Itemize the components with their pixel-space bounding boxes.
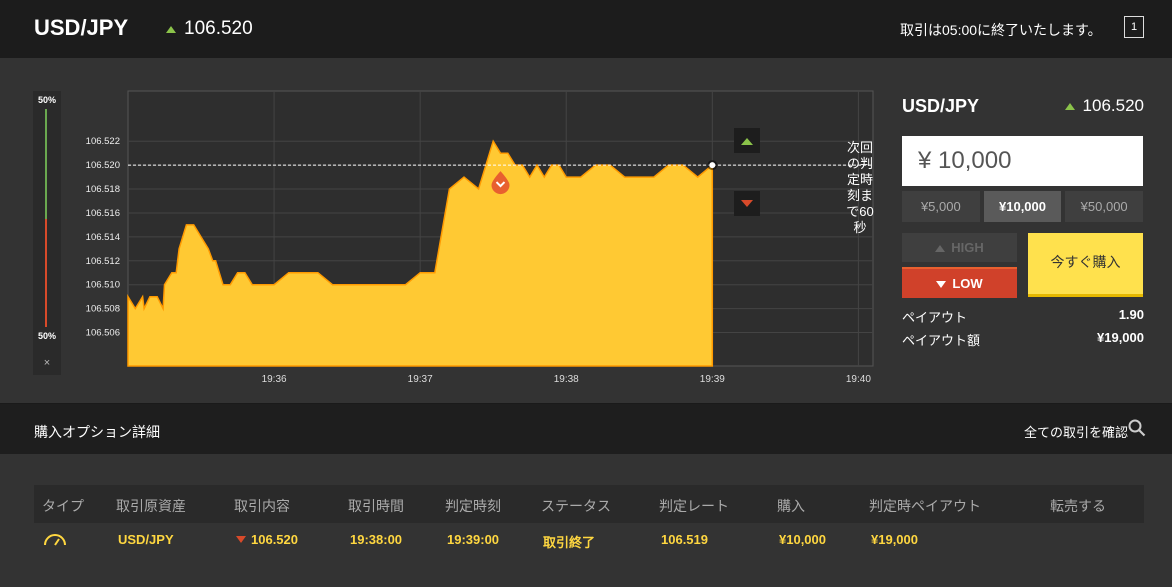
row-trade-time: 19:38:00: [350, 532, 403, 547]
up-arrow-icon: [166, 25, 176, 33]
y-tick-label: 106.510: [86, 280, 120, 291]
order-rate-value: 106.520: [1082, 96, 1144, 115]
gauge-icon: [44, 534, 66, 546]
current-point-marker: [709, 162, 716, 169]
row-judge-rate: 106.519: [661, 532, 708, 547]
details-title: 購入オプション詳細: [34, 424, 160, 440]
row-purchase: ¥10,000: [779, 532, 826, 547]
order-pair: USD/JPY: [902, 96, 980, 116]
col-trade-time: 取引時間: [348, 498, 404, 514]
window-toggle-icon[interactable]: 1: [1124, 16, 1144, 38]
order-rate: 106.520: [1064, 96, 1144, 116]
scale-top-label: 50%: [37, 95, 56, 105]
entry-marker-icon: [491, 171, 510, 195]
details-table: タイプ 取引原資産 取引内容 取引時間 判定時刻 ステータス 判定レート 購入 …: [0, 454, 1172, 587]
header-bar: USD/JPY 106.520 取引は05:00に終了いたします。 1: [0, 0, 1172, 59]
preset-5000-button[interactable]: ¥5,000: [902, 191, 980, 222]
y-tick-label: 106.514: [86, 232, 120, 243]
asset-pair-title: USD/JPY: [34, 15, 129, 40]
details-header: 購入オプション詳細 全ての取引を確認: [0, 404, 1172, 454]
x-tick-label: 19:36: [262, 374, 287, 385]
up-arrow-icon: [1064, 102, 1075, 110]
price-chart: 19:36 19:37 19:38 19:39 19:40 106.522 106.520 1…: [86, 90, 874, 385]
scale-red-bar: [45, 219, 47, 327]
x-tick-label: 19:37: [408, 374, 433, 385]
close-icon[interactable]: ×: [43, 357, 51, 369]
low-button[interactable]: LOW: [902, 267, 1017, 298]
col-asset: 取引原資産: [116, 498, 186, 514]
scale-bottom-label: 50%: [37, 331, 56, 341]
row-content-value: 106.520: [251, 532, 298, 547]
sentiment-scale: 50% 50% ×: [33, 91, 61, 375]
y-tick-label: 106.518: [86, 184, 120, 195]
row-status: 取引終了: [543, 535, 596, 550]
payout-label: ペイアウト: [902, 310, 968, 325]
scale-green-bar: [45, 109, 47, 219]
price-area-series: [127, 139, 714, 367]
low-hint-arrow-icon: [741, 200, 753, 207]
high-button[interactable]: HIGH: [902, 233, 1017, 262]
payout-amount-row: ペイアウト額 ¥19,000: [902, 330, 1144, 349]
preset-10000-button[interactable]: ¥10,000: [983, 191, 1062, 222]
payout-amount-value: ¥19,000: [1097, 330, 1144, 345]
x-tick-label: 19:38: [554, 374, 579, 385]
x-tick-label: 19:39: [700, 374, 725, 385]
y-tick-label: 106.508: [86, 304, 120, 315]
y-tick-label: 106.512: [86, 256, 120, 267]
up-arrow-icon: [935, 245, 946, 252]
high-label: HIGH: [951, 240, 984, 255]
trading-end-notice: 取引は05:00に終了いたします。: [900, 22, 1102, 38]
row-content: 106.520: [236, 532, 298, 547]
col-purchase: 購入: [777, 498, 805, 514]
row-judge-time: 19:39:00: [447, 532, 500, 547]
row-asset: USD/JPY: [118, 532, 174, 547]
current-rate-value: 106.520: [184, 18, 253, 39]
col-resell: 転売する: [1050, 498, 1106, 514]
amount-presets: ¥5,000 ¥10,000 ¥50,000: [902, 191, 1144, 222]
col-judge-rate: 判定レート: [659, 498, 729, 514]
col-content: 取引内容: [234, 498, 290, 514]
amount-input[interactable]: ¥ 10,000: [902, 136, 1143, 186]
current-rate: 106.520: [166, 18, 253, 40]
search-icon[interactable]: [1128, 419, 1146, 437]
payout-value: 1.90: [1118, 307, 1144, 322]
y-tick-label: 106.520: [86, 160, 120, 171]
buy-now-button[interactable]: 今すぐ購入: [1028, 233, 1143, 297]
col-status: ステータス: [541, 498, 611, 514]
y-tick-label: 106.506: [86, 328, 120, 339]
row-payout: ¥19,000: [871, 532, 918, 547]
low-label: LOW: [952, 276, 983, 291]
all-trades-link[interactable]: 全ての取引を確認: [1024, 425, 1129, 440]
payout-amount-label: ペイアウト額: [902, 333, 981, 348]
x-tick-label: 19:40: [846, 374, 871, 385]
high-hint-arrow-icon: [741, 138, 753, 145]
table-header: タイプ 取引原資産 取引内容 取引時間 判定時刻 ステータス 判定レート 購入 …: [34, 485, 1144, 523]
payout-row: ペイアウト 1.90: [902, 307, 1144, 326]
col-payout: 判定時ペイアウト: [869, 498, 981, 514]
y-tick-label: 106.516: [86, 208, 120, 219]
preset-50000-button[interactable]: ¥50,000: [1065, 191, 1144, 222]
down-arrow-icon: [236, 536, 246, 543]
countdown-text: 次回の判定時刻まで60秒: [846, 140, 874, 235]
col-type: タイプ: [42, 498, 84, 514]
col-judge-time: 判定時刻: [445, 498, 501, 514]
down-arrow-icon: [936, 281, 947, 288]
y-tick-label: 106.522: [86, 136, 120, 147]
entry-down-arrow-icon: [495, 181, 506, 188]
